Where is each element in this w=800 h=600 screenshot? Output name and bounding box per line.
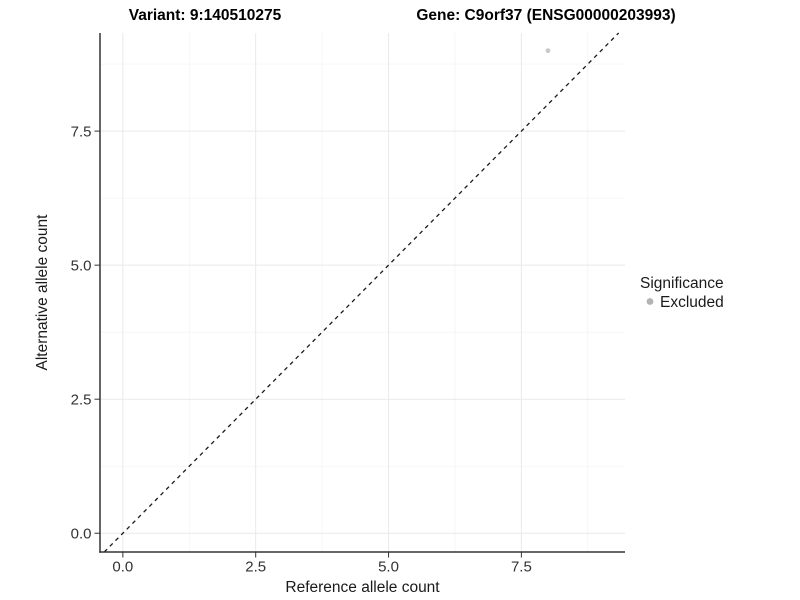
- tick-labels-layer: 0.0 2.5 5.0 7.5 0.0 2.5 5.0 7.5: [71, 123, 532, 575]
- x-tick-label: 7.5: [511, 559, 532, 576]
- y-tick-label: 5.0: [71, 257, 92, 274]
- gene-title: Gene: C9orf37 (ENSG00000203993): [416, 7, 675, 24]
- data-point: [545, 48, 551, 54]
- grid-major-layer: [100, 33, 625, 552]
- identity-line-layer: [103, 32, 620, 553]
- identity-line: [103, 32, 620, 553]
- y-axis-title: Alternative allele count: [34, 214, 51, 371]
- legend-item-excluded-label: Excluded: [660, 294, 724, 311]
- variant-title: Variant: 9:140510275: [129, 7, 282, 24]
- axes-layer: [99, 33, 625, 553]
- x-tick-label: 2.5: [245, 559, 266, 576]
- grid-minor-layer: [100, 33, 625, 552]
- x-tick-label: 0.0: [112, 559, 133, 576]
- x-axis-title: Reference allele count: [285, 579, 440, 596]
- y-tick-label: 0.0: [71, 525, 92, 542]
- legend-title: Significance: [640, 275, 724, 292]
- legend-key-excluded-dot: [646, 298, 654, 305]
- y-tick-label: 2.5: [71, 391, 92, 408]
- y-tick-label: 7.5: [71, 123, 92, 140]
- legend: Significance Excluded: [640, 275, 724, 311]
- x-tick-label: 5.0: [378, 559, 399, 576]
- ticks-layer: [94, 130, 522, 558]
- points-layer: [545, 48, 551, 54]
